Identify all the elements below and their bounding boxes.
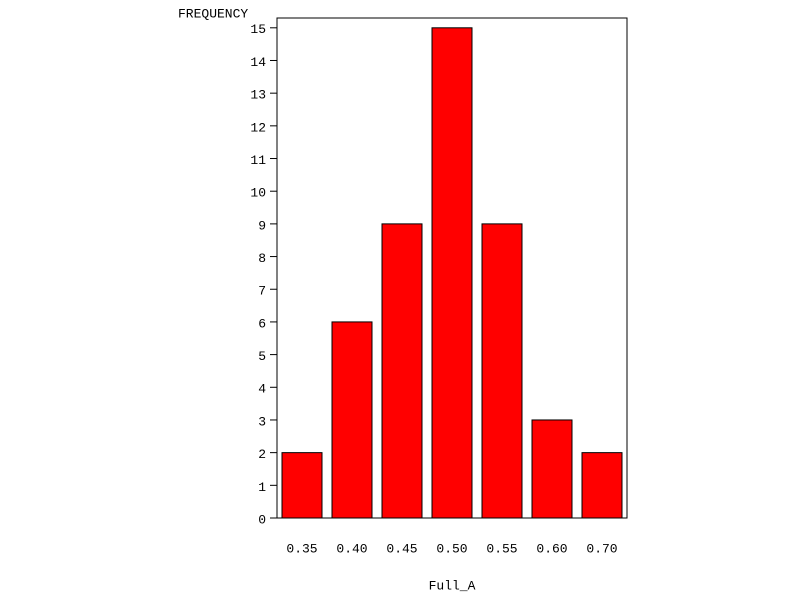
x-axis-label: Full_A [429,578,476,593]
y-axis-label: FREQUENCY [178,6,248,21]
x-tick-label: 0.60 [536,541,567,556]
bar [531,419,573,519]
bar [481,223,523,519]
y-tick-label: 12 [250,120,266,135]
y-tick-label: 0 [258,512,266,527]
x-tick-label: 0.50 [436,541,467,556]
x-tick-label: 0.35 [286,541,317,556]
y-tick-label: 3 [258,414,266,429]
y-tick-label: 8 [258,251,266,266]
x-tick-label: 0.40 [336,541,367,556]
y-tick-label: 6 [258,316,266,331]
y-tick-label: 5 [258,349,266,364]
x-tick-label: 0.55 [486,541,517,556]
bar [381,223,423,519]
y-tick-label: 13 [250,88,266,103]
bar [431,27,473,519]
y-tick-label: 14 [250,55,266,70]
bar [281,452,323,519]
y-tick-label: 1 [258,480,266,495]
y-tick-label: 7 [258,284,266,299]
y-tick-label: 9 [258,218,266,233]
y-tick-label: 11 [250,153,266,168]
x-tick-label: 0.45 [386,541,417,556]
bar [331,321,373,519]
x-tick-label: 0.70 [586,541,617,556]
y-tick-label: 10 [250,186,266,201]
y-tick-label: 2 [258,447,266,462]
y-tick-label: 4 [258,382,266,397]
bar [581,452,623,519]
y-tick-label: 15 [250,22,266,37]
